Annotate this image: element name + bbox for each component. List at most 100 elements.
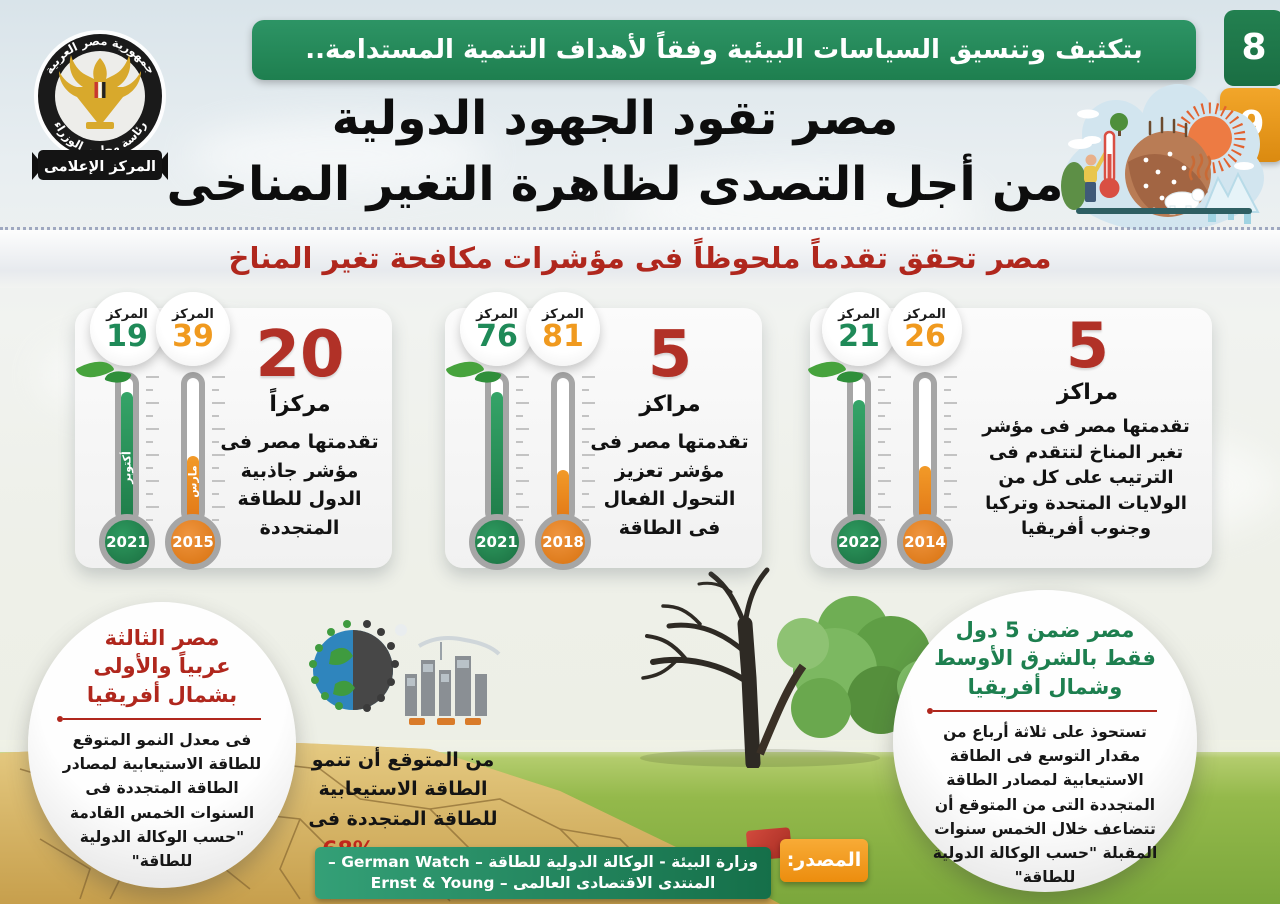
growth-note-text: من المتوقع أن تنمو الطاقة الاستيعابية لل… (308, 749, 498, 830)
rank-badge: المركز 39 (156, 292, 230, 366)
big-number: 20 (255, 318, 345, 392)
rank-badge: المركز 81 (526, 292, 600, 366)
rank-value: 81 (542, 318, 584, 354)
bubble-heading: مصر ضمن 5 دول فقط بالشرق الأوسط وشمال أف… (934, 618, 1156, 699)
dotted-separator (0, 227, 1280, 230)
thermometer-icon (1099, 130, 1120, 198)
rank-value: 19 (106, 318, 148, 354)
thermometer-ticks (582, 376, 596, 522)
indicator-description: تقدمتها مصر فى مؤشر جاذبية الدول للطاقة … (220, 431, 379, 539)
page-number-tab-8: 8 (1224, 10, 1280, 86)
source-label: المصدر: (780, 839, 868, 882)
thermometer-ticks (944, 376, 958, 522)
earth-pollution-icon (308, 620, 500, 725)
rank-label: المركز (476, 306, 518, 322)
year-label: 2014 (904, 533, 946, 551)
month-label: أكتوبر (120, 451, 134, 484)
person-icon (1061, 152, 1107, 210)
year-label: 2015 (172, 533, 214, 551)
rank-badge: المركز 19 (90, 292, 164, 366)
leaf-icon (75, 353, 138, 392)
small-clouds (1068, 109, 1254, 170)
logo-banner-text: المركز الإعلامى (44, 159, 156, 175)
rank-label: المركز (904, 306, 946, 322)
kicker-banner: بتكثيف وتنسيق السياسات البيئية وفقاً لأه… (252, 20, 1196, 80)
rank-badge: المركز 26 (888, 292, 962, 366)
thermometer-tube: أكتوبر (115, 372, 139, 524)
year-label: 2021 (106, 533, 148, 551)
highlight-bubble-mena-five-countries: مصر ضمن 5 دول فقط بالشرق الأوسط وشمال أف… (893, 590, 1197, 892)
thermometer-bulb: 2014 (897, 514, 953, 570)
thermometer-bulb: 2015 (165, 514, 221, 570)
rank-badge: المركز 21 (822, 292, 896, 366)
rank-value: 76 (476, 318, 518, 354)
thermometer-bulb: 2021 (99, 514, 155, 570)
highlight-bubble-arab-ranking: مصر الثالثة عربياً والأولى بشمال أفريقيا… (28, 602, 296, 888)
big-number: 5 (647, 318, 693, 392)
thermometer-bulb: 2022 (831, 514, 887, 570)
thermometer-tube (913, 372, 937, 524)
source-line2: المنتدى الاقتصادى العالمى – Ernst & Youn… (370, 874, 716, 892)
main-title: مصر تقود الجهود الدولية من أجل التصدى لظ… (150, 86, 1080, 218)
rank-value: 39 (172, 318, 214, 354)
thermometer-green: المركز 19 أكتوبر 2021 (75, 292, 164, 582)
half-dead-tree (640, 567, 949, 768)
bubble-divider (926, 708, 1158, 715)
thermometer-ticks (878, 376, 892, 522)
rank-label: المركز (542, 306, 584, 322)
rank-label: المركز (838, 306, 880, 322)
big-number-unit: مركزاً (269, 392, 331, 417)
thermometer-tube (847, 372, 871, 524)
thermometer-green: المركز 21 2022 (807, 292, 896, 582)
bubble-heading: مصر الثالثة عربياً والأولى بشمال أفريقيا (86, 626, 238, 707)
thermometer-ticks (146, 376, 160, 522)
indicator-card-renewable-attractiveness: المركز 19 أكتوبر 2021 المركز 39 مارس 201… (75, 292, 392, 570)
egypt-eagle-emblem (59, 55, 141, 129)
subtitle-text: مصر تحقق تقدماً ملحوظاً فى مؤشرات مكافحة… (228, 241, 1052, 275)
small-tree-icon (1110, 113, 1128, 136)
main-title-line2: من أجل التصدى لظاهرة التغير المناخى (166, 157, 1065, 212)
rank-label: المركز (172, 306, 214, 322)
egypt-cabinet-media-center-logo: جمهورية مصر العربية رئاسة مجلس الوزراء ا… (32, 30, 168, 180)
source-line1: وزارة البيئة - الوكالة الدولية للطاقة – … (328, 853, 758, 871)
logo-banner-ribbon: المركز الإعلامى (32, 150, 168, 180)
thermometer-tube: مارس (181, 372, 205, 524)
leaf-icon (807, 353, 870, 392)
rank-badge: المركز 76 (460, 292, 534, 366)
big-number: 5 (1065, 309, 1110, 382)
thermometer-bulb: 2018 (535, 514, 591, 570)
rank-value: 26 (904, 318, 946, 354)
source-bar: وزارة البيئة - الوكالة الدولية للطاقة – … (315, 847, 771, 899)
indicator-description: تقدمتها مصر فى مؤشر تغير المناخ لتتقدم ف… (982, 416, 1190, 540)
big-number-unit: مراكز (639, 392, 701, 417)
thermometer-ticks (212, 376, 226, 522)
month-label: مارس (186, 465, 200, 498)
indicator-card-energy-transition: المركز 76 2021 المركز 81 2018 5 مرا (445, 292, 762, 570)
bubble-body: فى معدل النمو المتوقع للطاقة الاستيعابية… (62, 731, 262, 870)
thermometer-tube (551, 372, 575, 524)
thermometer-orange: المركز 39 مارس 2015 (156, 292, 230, 582)
bubble-divider (56, 716, 262, 723)
cloud-shape (190, 120, 490, 190)
year-label: 2018 (542, 533, 584, 551)
rank-label: المركز (106, 306, 148, 322)
climate-change-illustration (1061, 84, 1264, 232)
thermometer-orange: المركز 81 2018 (526, 292, 600, 582)
indicator-description: تقدمتها مصر فى مؤشر تعزيز التحول الفعال … (590, 431, 749, 539)
thermometer-green: المركز 76 2021 (445, 292, 534, 582)
indicator-card-climate-change-index: المركز 21 2022 المركز 26 2014 5 مرا (807, 292, 1212, 570)
growth-note: من المتوقع أن تنمو الطاقة الاستيعابية لل… (298, 612, 508, 868)
thermometer-ticks (516, 376, 530, 522)
year-label: 2021 (476, 533, 518, 551)
main-title-line1: مصر تقود الجهود الدولية (331, 91, 900, 146)
thermometer-tube (485, 372, 509, 524)
rank-value: 21 (838, 318, 880, 354)
leaf-icon (445, 353, 508, 392)
subtitle-band: مصر تحقق تقدماً ملحوظاً فى مؤشرات مكافحة… (0, 230, 1280, 288)
bubble-body: تستحوذ على ثلاثة أرباع من مقدار التوسع ف… (932, 723, 1158, 887)
thermometer-bulb: 2021 (469, 514, 525, 570)
thermometer-orange: المركز 26 2014 (888, 292, 962, 582)
big-number-unit: مراكز (1056, 380, 1119, 405)
year-label: 2022 (838, 533, 880, 551)
